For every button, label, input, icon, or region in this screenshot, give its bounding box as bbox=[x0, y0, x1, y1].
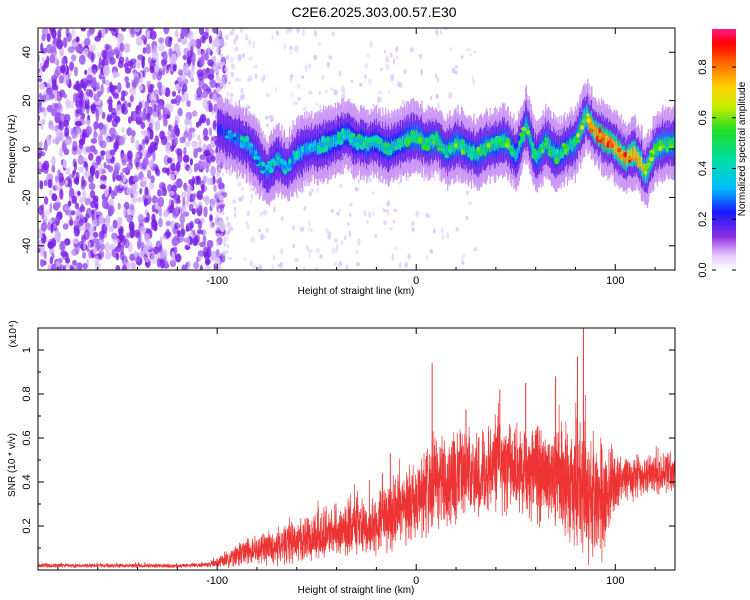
colorbar-tick-label: 0.6 bbox=[697, 110, 709, 125]
spectrogram-axes: -100 0 100 -40 -20 0 20 40 bbox=[21, 27, 675, 287]
spectrogram-xlabel: Height of straight line (km) bbox=[298, 286, 415, 297]
spectrogram-xtick-label: 100 bbox=[606, 275, 624, 287]
spectrogram-hotspots bbox=[224, 113, 675, 175]
snr-xtick-label: 0 bbox=[413, 575, 419, 587]
chart-title: C2E6.2025.303.00.57.E30 bbox=[291, 4, 456, 20]
spectrogram-ytick-label: -40 bbox=[21, 238, 33, 254]
snr-series-line bbox=[38, 395, 675, 569]
spectrogram-panel: -100 0 100 -40 -20 0 20 40 Height of straight l… bbox=[7, 27, 676, 297]
colorbar: 0.0 0.2 0.4 0.6 0.8 Normalized spectral ampl… bbox=[697, 29, 748, 278]
spectrogram-noise bbox=[38, 28, 228, 270]
snr-frame bbox=[37, 327, 676, 571]
snr-xtick-label: -100 bbox=[206, 575, 228, 587]
spectrogram-plot-area bbox=[38, 28, 675, 270]
colorbar-tick-label: 0.4 bbox=[697, 161, 709, 176]
snr-ytick-label: 1 bbox=[21, 347, 33, 353]
colorbar-tick-label: 0.2 bbox=[697, 212, 709, 227]
spectrogram-ytick-label: 20 bbox=[21, 94, 33, 106]
colorbar-gradient bbox=[712, 29, 736, 270]
snr-xtick-label: 100 bbox=[606, 575, 624, 587]
colorbar-label: Normalized spectral amplitude bbox=[737, 81, 748, 216]
colorbar-tick-label: 0.0 bbox=[697, 262, 709, 277]
spectrogram-ylabel: Frequency (Hz) bbox=[7, 115, 18, 184]
snr-axes: -100 0 100 0.2 0.4 0.6 0.8 1 bbox=[21, 327, 675, 587]
snr-ytick-label: 0.8 bbox=[21, 386, 33, 401]
spectrogram-xtick-label: -100 bbox=[206, 275, 228, 287]
snr-plot-area bbox=[38, 328, 675, 569]
snr-ylabel: SNR (10 * v/v) bbox=[7, 433, 18, 497]
colorbar-ticks: 0.0 0.2 0.4 0.6 0.8 bbox=[697, 59, 736, 278]
snr-xlabel: Height of straight line (km) bbox=[298, 585, 415, 596]
spectrogram-ytick-label: 40 bbox=[21, 46, 33, 58]
colorbar-tick-label: 0.8 bbox=[697, 59, 709, 74]
snr-multiplier: (x10⁴) bbox=[8, 320, 19, 347]
spectrogram-ytick-label: -20 bbox=[21, 189, 33, 205]
spectrogram-xtick-label: 0 bbox=[413, 275, 419, 287]
snr-ytick-label: 0.6 bbox=[21, 430, 33, 445]
snr-ytick-label: 0.2 bbox=[21, 518, 33, 533]
spectrogram-ytick-label: 0 bbox=[21, 146, 33, 152]
snr-ytick-label: 0.4 bbox=[21, 474, 33, 489]
snr-panel: -100 0 100 0.2 0.4 0.6 0.8 1 Height of straight… bbox=[7, 320, 676, 596]
